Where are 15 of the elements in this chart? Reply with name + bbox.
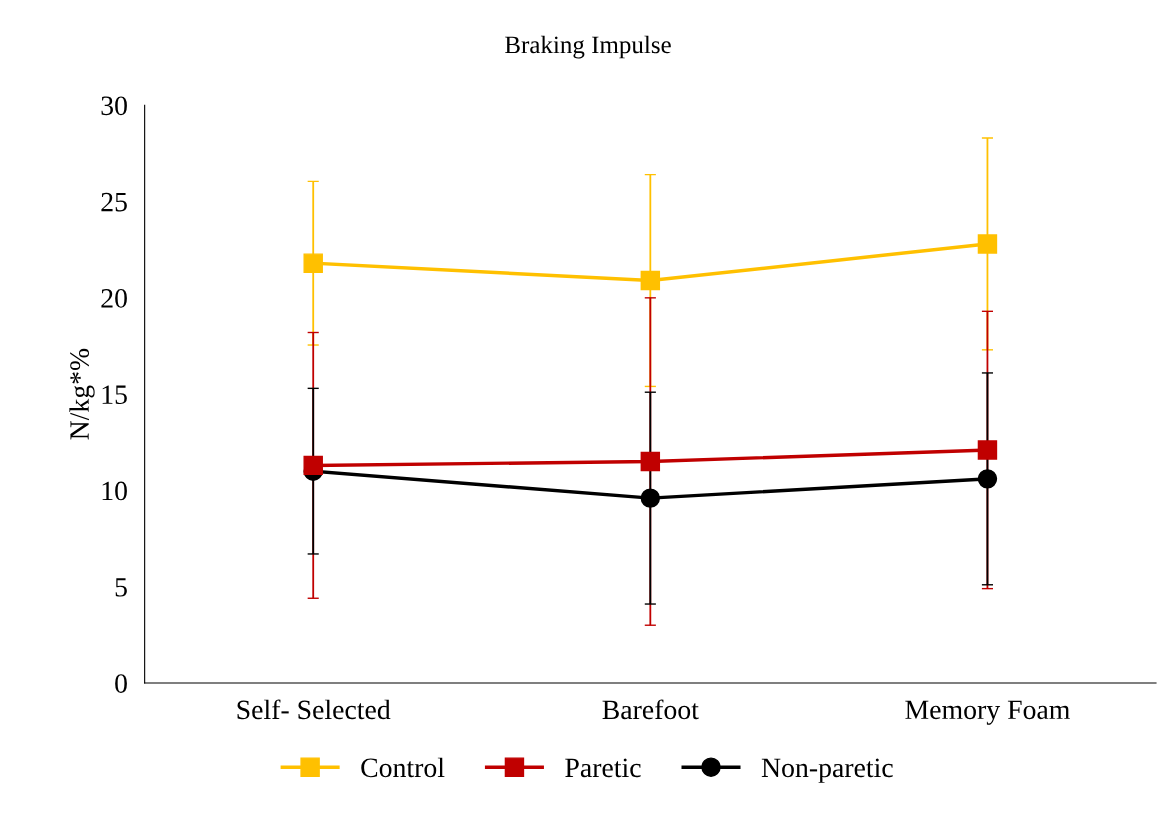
legend-label: Paretic [565,758,641,778]
y-axis-title: N/kg*% [69,348,95,440]
y-tick-label: 30 [101,96,127,116]
x-tick-label: Barefoot [602,699,699,720]
y-tick-label: 10 [102,481,127,501]
legend-label: Non-paretic [761,758,893,783]
y-tick-label: 0 [115,674,127,693]
y-tick-label: 25 [101,192,127,212]
chart-title: Braking Impulse [505,35,671,59]
x-tick-label: Memory Foam [905,700,1070,725]
y-tick-label: 20 [101,289,127,308]
x-tick-label: Self- Selected [237,699,391,720]
legend-label: Control [361,757,445,778]
y-tick-label: 5 [115,578,127,597]
y-tick-label: 15 [102,385,127,405]
